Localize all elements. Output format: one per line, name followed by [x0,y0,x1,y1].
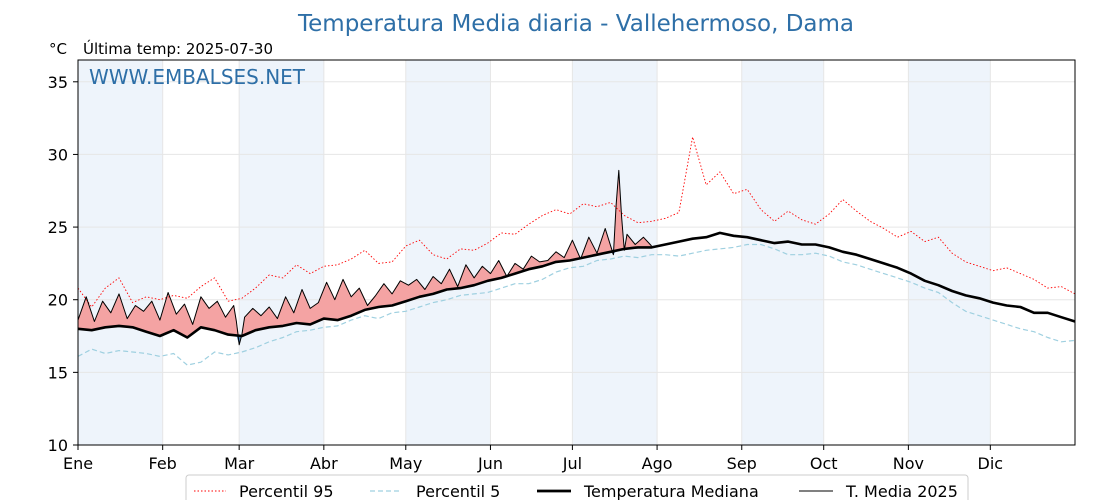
month-band-0 [78,60,163,445]
month-band-1 [239,60,324,445]
y-tick-label: 10 [48,436,68,455]
chart-title: Temperatura Media diaria - Vallehermoso,… [297,11,854,37]
legend-label-median: Temperatura Mediana [583,482,759,500]
legend-label-p5: Percentil 5 [416,482,500,500]
month-band-2 [405,60,491,445]
x-tick-label-oct: Oct [810,454,838,473]
legend-label-p95: Percentil 95 [239,482,334,500]
series-line-p95 [77,136,1076,308]
x-tick-label-sep: Sep [727,454,757,473]
x-tick-label-jun: Jun [477,454,503,473]
x-tick-label-mar: Mar [224,454,255,473]
month-shading [78,60,991,445]
legend: Percentil 95 Percentil 5 Temperatura Med… [185,474,969,500]
x-tick-label-dic: Dic [978,454,1004,473]
y-tick-label: 35 [48,73,68,92]
axes: 10 15 20 25 30 35 Ene Feb Mar Abr May Jun Jul Ago Sep O… [48,73,1003,473]
series-line-current [77,169,652,346]
y-tick-label: 30 [48,145,68,164]
series-lines [77,136,1076,366]
x-tick-label-ene: Ene [63,454,93,473]
x-tick-label-feb: Feb [149,454,177,473]
unit-label: °C [49,40,67,58]
legend-box [185,474,969,500]
month-band-5 [908,60,991,445]
series-line-p5 [77,243,1076,366]
anomaly-fill [78,170,652,345]
x-tick-label-ago: Ago [642,454,673,473]
y-tick-label: 15 [48,363,68,382]
last-temp-label: Última temp: 2025-07-30 [83,39,273,58]
series-line-median [77,231,1076,339]
x-tick-label-nov: Nov [893,454,924,473]
y-tick-label: 25 [48,218,68,237]
above-median-area [78,170,652,338]
y-tick-label: 20 [48,291,68,310]
legend-label-current: T. Media 2025 [845,482,958,500]
x-tick-label-may: May [389,454,422,473]
watermark: WWW.EMBALSES.NET [89,65,306,89]
x-tick-label-abr: Abr [310,454,338,473]
plot-frame [77,59,1076,446]
x-tick-label-jul: Jul [562,454,582,473]
